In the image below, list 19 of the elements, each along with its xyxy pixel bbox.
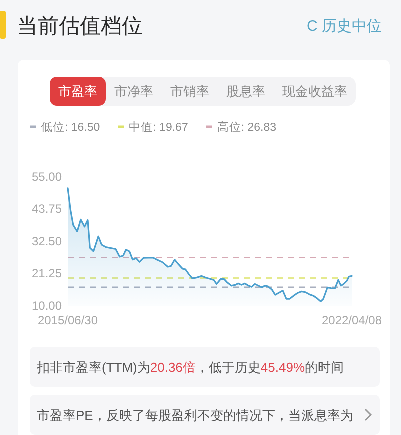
y-tick-label: 55.00 bbox=[32, 170, 62, 184]
text: 市盈率 bbox=[58, 84, 98, 99]
y-tick-label: 21.25 bbox=[32, 266, 62, 281]
legend-label: 中值: 19.67 bbox=[129, 121, 188, 134]
text: 股息率 bbox=[226, 84, 266, 99]
y-tick-label: 43.75 bbox=[32, 202, 62, 216]
chart-title: 当前估值档位 bbox=[17, 15, 143, 38]
text: 市盈率PE，反映了每股盈利不变的情况下，当派息率为 bbox=[37, 408, 354, 423]
legend-label: 高位: 26.83 bbox=[217, 120, 277, 134]
text: C 历史中位 bbox=[307, 18, 382, 35]
text: 市销率 bbox=[170, 84, 210, 99]
text: 市净率 bbox=[114, 84, 154, 99]
x-tick-label: 2022/04/08 bbox=[322, 314, 382, 328]
text: 现金收益率 bbox=[282, 84, 348, 99]
text: 扣非市盈率(TTM)为20.36倍，低于历史45.49%的时间 bbox=[36, 360, 344, 375]
x-tick-label: 2015/06/30 bbox=[38, 314, 98, 328]
legend-label: 低位: 16.50 bbox=[41, 121, 100, 134]
y-tick-label: 32.50 bbox=[32, 234, 62, 248]
y-tick-label: 10.00 bbox=[32, 298, 62, 313]
